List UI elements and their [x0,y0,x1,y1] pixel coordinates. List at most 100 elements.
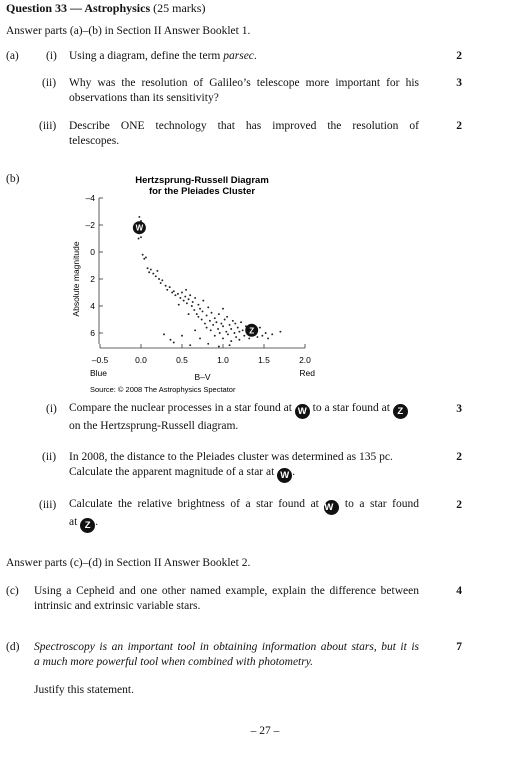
data-point [172,341,175,344]
data-point [163,333,165,336]
data-point [177,303,180,306]
instruction-booklet-2: Answer parts (c)–(d) in Section II Answe… [6,557,251,569]
data-point [137,237,140,240]
data-point [193,309,196,311]
data-point [200,318,203,321]
data-point [181,334,183,337]
data-point [212,323,215,326]
part-a-ii-text: Why was the resolution of Galileo’s tele… [69,77,419,104]
chart-subtitle: for the Pleiades Cluster [149,186,255,197]
x-tick-label: –0.5 [92,355,109,365]
labeled-point-label: Z [249,326,254,335]
data-point [261,334,264,337]
data-point [208,319,211,322]
part-d-marks: 7 [456,641,462,653]
y-tick-label: 2 [90,274,95,284]
star-z-marker: Z [392,404,408,419]
data-point [194,329,197,332]
data-point [210,311,213,314]
part-a-label: (a) [6,50,19,62]
part-a-iii-text: Describe ONE technology that has improve… [69,120,419,147]
data-point [223,318,226,321]
data-point [226,333,229,336]
data-point [166,288,169,291]
part-b-i-num: (i) [46,403,57,415]
data-point [209,329,212,332]
data-point [238,338,241,341]
part-a-i-text: Using a diagram, define the term parsec. [69,50,257,62]
part-a-i-marks: 2 [456,50,462,62]
data-point [148,271,151,274]
star-z-marker: Z [80,518,96,533]
data-point [258,326,261,329]
data-point [267,337,270,340]
part-b-ii-num: (ii) [42,451,57,463]
data-point [205,326,208,329]
data-point [187,313,190,316]
data-point [238,330,241,333]
data-point [143,257,146,260]
labeled-point-label: W [136,224,144,233]
part-d-statement: Spectroscopy is an important tool in obt… [34,641,419,668]
data-point [156,269,159,272]
data-point [140,236,142,239]
data-point [195,313,198,316]
star-w-marker: W [294,404,310,419]
data-point [138,215,141,218]
data-point [226,315,229,318]
data-point [230,340,233,343]
part-b-iii-text: Calculate the relative brightness of a s… [69,498,419,533]
part-c-text: Using a Cepheid and one other named exam… [34,585,419,612]
star-w-marker: W [277,468,293,483]
data-point [230,328,233,330]
data-point [168,286,171,289]
part-a-iii-marks: 2 [456,120,462,132]
data-point [234,322,237,325]
part-a-ii-marks: 3 [456,77,462,89]
chart-title: Hertzsprung-Russell Diagram [135,175,269,186]
x-tick-label: 0.5 [176,355,188,365]
data-point [189,344,192,347]
data-point [201,310,204,313]
part-b-iii-num: (iii) [39,499,57,511]
data-point [271,333,274,336]
part-c-marks: 4 [456,585,462,597]
data-point [217,345,220,348]
instruction-booklet-1: Answer parts (a)–(b) in Section II Answe… [6,25,251,37]
x-tick-label: 1.0 [217,355,229,365]
data-point [179,296,182,299]
data-point [228,344,231,347]
data-point [159,282,162,284]
question-title: Question 33 — Astrophysics [6,1,151,15]
data-point [194,296,197,299]
x-tick-label: 1.5 [258,355,270,365]
data-point [231,319,234,322]
data-point [181,291,183,294]
data-point [217,313,220,316]
data-point [218,332,221,334]
data-point [222,325,224,328]
data-point [185,288,188,291]
data-point [146,267,149,270]
data-point [213,334,216,337]
data-point [152,272,155,275]
data-point [220,322,223,325]
term-parsec: parsec [223,50,254,62]
data-point [222,307,224,310]
part-b-i-text: Compare the nuclear processes in a star … [69,401,419,434]
part-a-i-num: (i) [46,50,57,62]
y-tick-label: –4 [86,193,96,203]
data-point [204,322,206,325]
data-point [248,337,251,340]
data-point [233,332,236,334]
question-marks: (25 marks) [153,1,206,15]
data-point [207,306,210,309]
data-point [199,307,201,310]
data-point [169,338,172,341]
part-d-label: (d) [6,641,20,653]
data-point [184,295,187,298]
part-b-i-marks: 3 [456,403,462,415]
part-b-ii-marks: 2 [456,451,462,463]
data-point [207,342,210,345]
data-point [161,279,164,282]
